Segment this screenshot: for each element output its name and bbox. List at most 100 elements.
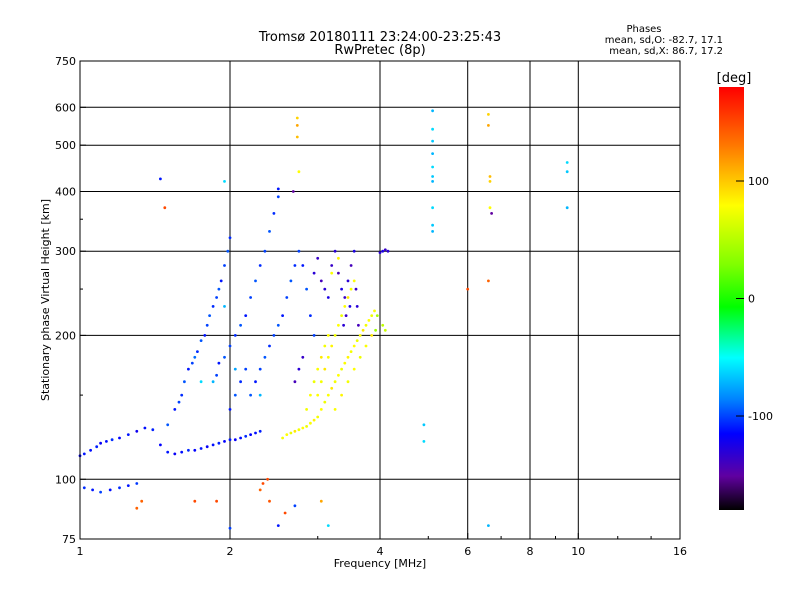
- data-point: [349, 264, 353, 267]
- data-point: [323, 287, 327, 291]
- data-point: [295, 124, 299, 127]
- data-point: [373, 309, 376, 313]
- colorbar-label: [deg]: [717, 71, 752, 86]
- data-point: [361, 328, 365, 332]
- data-point: [180, 450, 184, 454]
- data-point: [289, 279, 293, 283]
- data-point: [352, 344, 356, 348]
- data-point: [223, 355, 226, 359]
- data-point: [565, 206, 569, 210]
- chart-subtitle: RwPretec (8p): [334, 43, 425, 58]
- data-point: [215, 499, 219, 503]
- y-tick-label: 600: [55, 101, 76, 114]
- data-point: [330, 264, 334, 267]
- data-point: [297, 367, 301, 371]
- data-point: [258, 393, 262, 397]
- data-point: [233, 367, 237, 371]
- data-point: [276, 323, 280, 327]
- data-point: [305, 287, 308, 291]
- data-point: [488, 175, 492, 178]
- data-point: [283, 511, 287, 515]
- data-point: [330, 271, 334, 275]
- data-point: [295, 135, 299, 139]
- data-point: [355, 305, 359, 308]
- data-point: [326, 393, 330, 397]
- data-point: [352, 279, 356, 283]
- data-point: [272, 334, 276, 337]
- x-tick-label: 2: [227, 545, 234, 558]
- data-point: [297, 428, 301, 432]
- data-point: [312, 418, 316, 422]
- data-point: [258, 429, 262, 433]
- data-point: [297, 170, 301, 174]
- data-point: [349, 350, 353, 353]
- data-point: [187, 448, 190, 452]
- x-tick-label: 10: [571, 545, 585, 558]
- data-point: [244, 314, 248, 317]
- data-point: [333, 380, 337, 384]
- data-point: [375, 314, 379, 317]
- data-point: [386, 249, 390, 253]
- data-point: [217, 441, 221, 445]
- data-point: [431, 127, 434, 131]
- data-point: [285, 296, 289, 299]
- data-point: [228, 236, 232, 240]
- data-point: [217, 361, 221, 365]
- data-point: [330, 344, 334, 348]
- data-point: [346, 296, 350, 299]
- x-axis-ticks: 1 2 4 6 8 10 16: [77, 533, 687, 558]
- data-point: [199, 380, 203, 384]
- data-point: [383, 248, 387, 252]
- y-tick-label: 300: [55, 245, 76, 258]
- data-point: [258, 367, 262, 371]
- data-point: [293, 504, 297, 508]
- data-point: [135, 506, 139, 510]
- data-point: [323, 344, 327, 348]
- x-tick-label: 4: [377, 545, 384, 558]
- data-point: [305, 408, 308, 411]
- data-point: [487, 524, 490, 527]
- data-point: [223, 264, 226, 267]
- data-point: [333, 334, 337, 337]
- data-point: [383, 328, 387, 332]
- data-point: [364, 323, 368, 327]
- data-point: [211, 305, 215, 308]
- data-point: [105, 440, 108, 443]
- data-point: [276, 195, 280, 199]
- data-point: [316, 367, 320, 371]
- data-point: [357, 323, 360, 327]
- data-point: [215, 296, 219, 299]
- data-point: [344, 314, 348, 317]
- data-point: [323, 367, 327, 371]
- data-point: [196, 350, 199, 353]
- data-point: [173, 408, 177, 411]
- data-point: [211, 443, 215, 447]
- grid-lines: [80, 61, 680, 539]
- legend-line-x: mean, sd,X: 86.7, 17.2: [609, 46, 723, 57]
- data-point: [173, 452, 177, 456]
- data-point: [285, 433, 289, 436]
- data-point: [488, 180, 492, 183]
- data-point: [226, 249, 230, 253]
- data-point: [431, 180, 434, 183]
- legend-line-o: mean, sd,O: -82.7, 17.1: [605, 35, 723, 46]
- data-point: [258, 264, 262, 267]
- data-point: [249, 433, 253, 436]
- data-point: [254, 380, 257, 384]
- data-point: [309, 314, 312, 317]
- data-point: [301, 426, 305, 430]
- data-point: [431, 223, 434, 227]
- data-point: [193, 499, 197, 503]
- data-point: [183, 380, 186, 384]
- data-point: [268, 344, 271, 348]
- data-point: [431, 152, 434, 156]
- data-point: [180, 393, 184, 397]
- data-point: [295, 116, 299, 120]
- data-point: [244, 367, 248, 371]
- data-points: [78, 109, 569, 530]
- data-point: [91, 488, 94, 492]
- data-point: [223, 440, 226, 443]
- data-point: [163, 206, 167, 210]
- data-point: [367, 319, 371, 322]
- x-tick-label: 6: [464, 545, 471, 558]
